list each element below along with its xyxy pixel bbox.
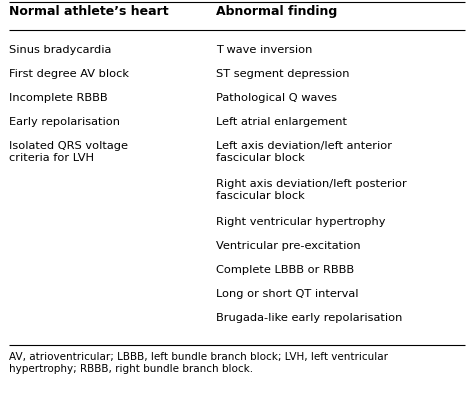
Text: AV, atrioventricular; LBBB, left bundle branch block; LVH, left ventricular
hype: AV, atrioventricular; LBBB, left bundle … <box>9 352 388 374</box>
Text: Incomplete RBBB: Incomplete RBBB <box>9 93 107 103</box>
Text: Ventricular pre-excitation: Ventricular pre-excitation <box>216 241 360 251</box>
Text: Brugada-like early repolarisation: Brugada-like early repolarisation <box>216 313 402 323</box>
Text: First degree AV block: First degree AV block <box>9 69 128 79</box>
Text: Right axis deviation/left posterior
fascicular block: Right axis deviation/left posterior fasc… <box>216 179 406 201</box>
Text: Complete LBBB or RBBB: Complete LBBB or RBBB <box>216 265 354 275</box>
Text: Long or short QT interval: Long or short QT interval <box>216 289 358 299</box>
Text: Sinus bradycardia: Sinus bradycardia <box>9 45 111 55</box>
Text: Isolated QRS voltage
criteria for LVH: Isolated QRS voltage criteria for LVH <box>9 141 128 163</box>
Text: Left axis deviation/left anterior
fascicular block: Left axis deviation/left anterior fascic… <box>216 141 392 163</box>
Text: ST segment depression: ST segment depression <box>216 69 349 79</box>
Text: Right ventricular hypertrophy: Right ventricular hypertrophy <box>216 217 385 227</box>
Text: Pathological Q waves: Pathological Q waves <box>216 93 337 103</box>
Text: Normal athlete’s heart: Normal athlete’s heart <box>9 5 168 18</box>
Text: Early repolarisation: Early repolarisation <box>9 117 119 127</box>
Text: T wave inversion: T wave inversion <box>216 45 312 55</box>
Text: Abnormal finding: Abnormal finding <box>216 5 337 18</box>
Text: Left atrial enlargement: Left atrial enlargement <box>216 117 346 127</box>
